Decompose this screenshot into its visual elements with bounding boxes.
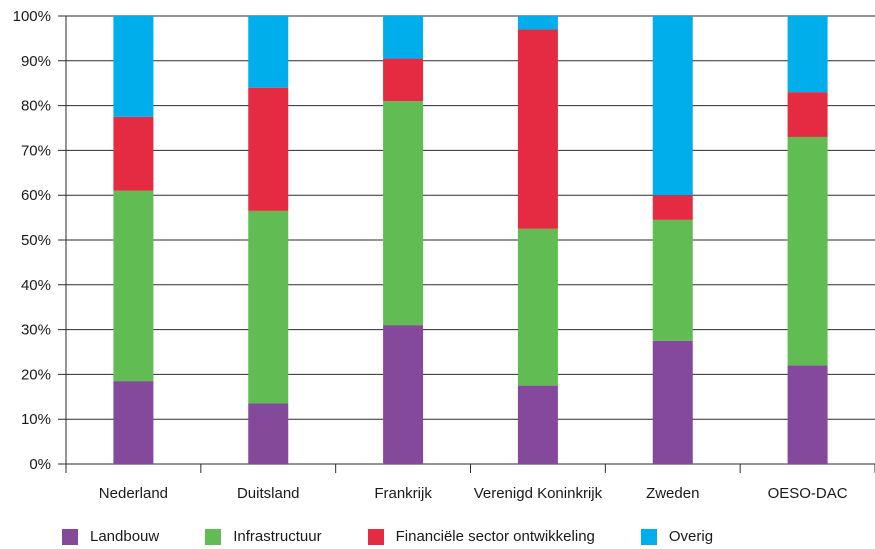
- legend-label-overig: Overig: [668, 528, 714, 545]
- legend-label-infrastructuur: Infrastructuur: [233, 528, 322, 545]
- bar-segment-financi-le-sector-ontwikkeling: [113, 116, 154, 191]
- y-tick-label: 70%: [21, 142, 51, 159]
- y-tick-label: 40%: [21, 277, 51, 294]
- y-tick-label: 100%: [13, 8, 51, 25]
- legend-item-infrastructuur: Infrastructuur: [205, 528, 322, 545]
- legend: Landbouw Infrastructuur Financiële secto…: [62, 528, 759, 545]
- legend-label-landbouw: Landbouw: [90, 528, 160, 545]
- bar-segment-landbouw: [383, 325, 424, 464]
- bar-segment-infrastructuur: [383, 101, 424, 326]
- bar-segment-overig: [517, 16, 558, 30]
- x-category-label: OESO-DAC: [768, 485, 848, 502]
- y-tick-label: 20%: [21, 366, 51, 383]
- bar-segment-financi-le-sector-ontwikkeling: [652, 195, 693, 220]
- bar-segment-landbouw: [113, 381, 154, 464]
- bar-segment-infrastructuur: [517, 228, 558, 386]
- bar-segment-infrastructuur: [113, 190, 154, 382]
- y-tick-label: 60%: [21, 187, 51, 204]
- legend-swatch-overig: [640, 528, 657, 545]
- bar-segment-overig: [652, 16, 693, 196]
- bar-segment-landbouw: [652, 340, 693, 464]
- y-tick-label: 90%: [21, 53, 51, 70]
- bar-segment-overig: [248, 16, 289, 88]
- bar-segment-overig: [113, 16, 154, 117]
- y-tick-label: 50%: [21, 232, 51, 249]
- bar-segment-financi-le-sector-ontwikkeling: [248, 87, 289, 211]
- x-category-label: Verenigd Koninkrijk: [474, 485, 603, 502]
- bar-segment-infrastructuur: [787, 136, 828, 366]
- bar-segment-financi-le-sector-ontwikkeling: [517, 29, 558, 229]
- legend-item-landbouw: Landbouw: [62, 528, 159, 545]
- bar-segment-landbouw: [787, 365, 828, 464]
- y-tick-label: 30%: [21, 322, 51, 339]
- x-category-label: Nederland: [99, 485, 168, 502]
- x-category-label: Zweden: [646, 485, 699, 502]
- legend-item-overig: Overig: [640, 528, 714, 545]
- bar-segment-infrastructuur: [652, 219, 693, 341]
- y-tick-label: 80%: [21, 98, 51, 115]
- bar-segment-financi-le-sector-ontwikkeling: [383, 58, 424, 102]
- bar-segment-infrastructuur: [248, 210, 289, 404]
- bar-segment-overig: [383, 16, 424, 59]
- legend-item-financiele-sector: Financiële sector ontwikkeling: [367, 528, 595, 545]
- bar-segment-financi-le-sector-ontwikkeling: [787, 92, 828, 137]
- legend-swatch-landbouw: [62, 528, 78, 545]
- bar-segment-landbouw: [248, 403, 289, 464]
- legend-swatch-infrastructuur: [205, 528, 222, 545]
- x-category-label: Frankrijk: [374, 485, 432, 502]
- bar-segment-landbouw: [517, 385, 558, 464]
- y-tick-label: 10%: [21, 411, 51, 428]
- bar-segment-overig: [787, 16, 828, 93]
- y-tick-label: 0%: [29, 456, 51, 473]
- legend-label-financiele-sector: Financiële sector ontwikkeling: [395, 528, 595, 545]
- legend-swatch-financiele-sector: [367, 528, 384, 545]
- x-category-label: Duitsland: [237, 485, 300, 502]
